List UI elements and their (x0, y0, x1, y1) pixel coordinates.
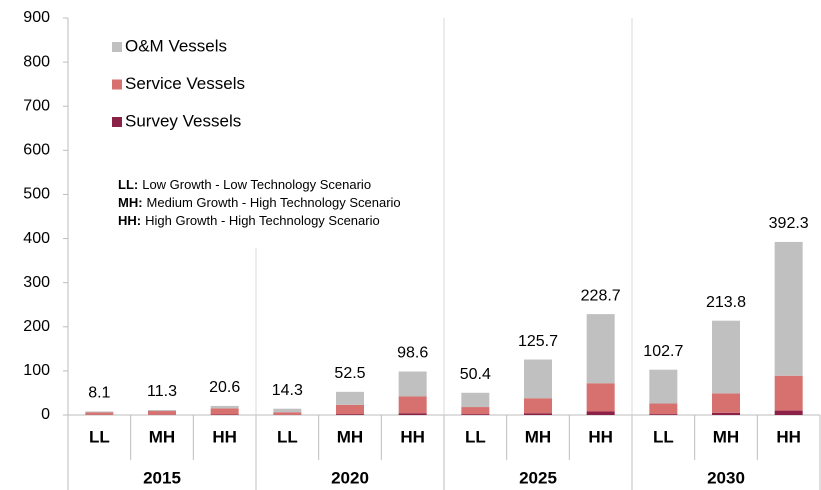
bar-segment (148, 410, 176, 412)
annotation: HH: High Growth - High Technology Scenari… (118, 213, 380, 228)
bar-segment (524, 398, 552, 414)
bar-segment (336, 414, 364, 415)
bar-segment (524, 413, 552, 415)
bar-segment (461, 392, 490, 408)
bar-segment (148, 411, 176, 415)
bar-segment (586, 314, 615, 384)
legend-swatch (112, 42, 122, 52)
bar-segment (273, 412, 302, 415)
y-tick-label: 600 (23, 142, 50, 159)
total-label: 228.7 (581, 287, 621, 304)
bar-segment (336, 391, 364, 405)
y-tick-label: 300 (23, 274, 50, 291)
bar-segment (649, 369, 678, 404)
group-label: 2020 (331, 468, 369, 487)
annotation-key: MH: (118, 195, 143, 210)
bar-segment (774, 375, 803, 411)
annotation-text: Medium Growth - High Technology Scenario (147, 195, 401, 210)
total-label: 213.8 (706, 294, 746, 311)
x-tick-label: HH (212, 427, 237, 446)
group-label: 2030 (707, 468, 745, 487)
bar-segment (712, 393, 740, 413)
total-label: 125.7 (518, 333, 558, 350)
total-label: 52.5 (334, 365, 365, 382)
x-tick-label: LL (653, 427, 674, 446)
annotation: MH: Medium Growth - High Technology Scena… (118, 195, 401, 210)
annotation-text: High Growth - High Technology Scenario (145, 213, 380, 228)
total-label: 14.3 (272, 382, 303, 399)
legend-label: Survey Vessels (125, 111, 241, 130)
group-label: 2025 (519, 468, 557, 487)
y-tick-label: 400 (23, 230, 50, 247)
x-tick-label: LL (89, 427, 110, 446)
total-label: 20.6 (209, 379, 240, 396)
x-tick-label: MH (525, 427, 551, 446)
x-tick-label: HH (400, 427, 425, 446)
bar-segment (586, 383, 615, 412)
x-tick-label: MH (149, 427, 175, 446)
bar-segment (649, 403, 678, 415)
y-tick-label: 800 (23, 53, 50, 70)
y-tick-label: 0 (41, 406, 50, 423)
legend-label: Service Vessels (125, 74, 245, 93)
legend-swatch (112, 79, 122, 90)
legend-swatch (112, 117, 122, 127)
x-tick-label: HH (588, 427, 613, 446)
bar-segment (210, 408, 239, 415)
bar-segment (774, 410, 803, 415)
group-label: 2015 (143, 468, 181, 487)
bar-segment (712, 320, 740, 394)
bar-segment (336, 404, 364, 415)
total-label: 392.3 (769, 215, 809, 232)
y-tick-label: 200 (23, 318, 50, 335)
annotation: LL: Low Growth - Low Technology Scenario (118, 177, 371, 192)
legend-label: O&M Vessels (125, 36, 227, 55)
x-tick-label: HH (776, 427, 801, 446)
bar-segment (398, 371, 427, 397)
bar-segment (649, 414, 678, 415)
total-label: 11.3 (147, 383, 177, 400)
annotation-text: Low Growth - Low Technology Scenario (142, 177, 371, 192)
annotation-key: HH: (118, 213, 141, 228)
total-label: 102.7 (643, 343, 683, 360)
bar-segment (712, 412, 740, 415)
bar-segment (461, 414, 490, 415)
y-tick-label: 700 (23, 97, 50, 114)
total-label: 98.6 (397, 345, 428, 362)
bar-segment (398, 413, 427, 415)
bar-segment (461, 407, 490, 415)
x-tick-label: MH (337, 427, 363, 446)
x-tick-label: LL (465, 427, 486, 446)
y-tick-label: 500 (23, 186, 50, 203)
total-label: 8.1 (88, 385, 110, 402)
y-tick-label: 900 (23, 9, 50, 26)
bar-segment (398, 396, 427, 414)
total-label: 50.4 (460, 366, 491, 383)
bar-segment (85, 412, 114, 415)
bar-segment (210, 405, 239, 409)
bar-segment (273, 408, 302, 413)
x-tick-label: MH (713, 427, 739, 446)
bar-segment (774, 241, 803, 376)
x-tick-label: LL (277, 427, 298, 446)
y-tick-label: 100 (23, 362, 50, 379)
bar-segment (85, 411, 114, 413)
bar-segment (586, 411, 615, 415)
bar-segment (524, 359, 552, 399)
annotation-key: LL: (118, 177, 138, 192)
